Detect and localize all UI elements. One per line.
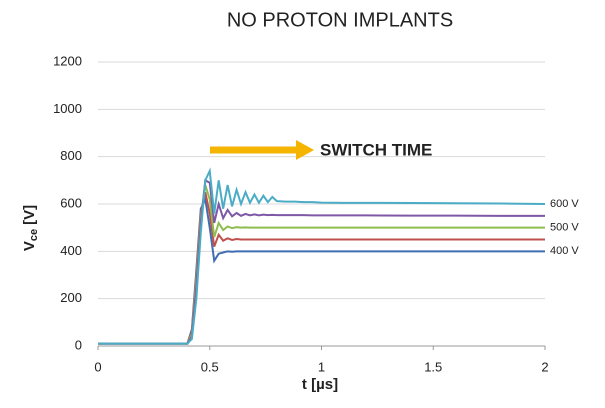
y-axis-label: Vce [V] xyxy=(21,205,40,251)
line-label: 400 V xyxy=(550,245,579,257)
x-tick-label: 1.5 xyxy=(424,359,442,374)
y-tick-label: 200 xyxy=(60,290,82,305)
chart-title: NO PROTON IMPLANTS xyxy=(227,9,453,31)
x-tick-label: 0 xyxy=(94,359,101,374)
y-label-sub: ce xyxy=(28,229,40,241)
y-tick-label: 800 xyxy=(60,148,82,163)
x-tick-label: 2 xyxy=(541,359,548,374)
series-line xyxy=(98,178,545,345)
series-line xyxy=(98,184,545,345)
arrow-head xyxy=(296,140,314,160)
y-tick-label: 400 xyxy=(60,243,82,258)
line-label: 500 V xyxy=(550,222,579,234)
y-tick-label: 1000 xyxy=(53,101,82,116)
y-label-main: V xyxy=(21,241,38,251)
series-line xyxy=(98,191,545,345)
line-label: 600 V xyxy=(550,198,579,210)
annotation: SWITCH TIME xyxy=(320,140,432,159)
y-label-unit: [V] xyxy=(21,205,38,225)
y-tick-label: 1200 xyxy=(53,53,82,68)
series-line xyxy=(98,195,545,345)
series-line xyxy=(98,167,546,345)
y-tick-label: 600 xyxy=(60,195,82,210)
x-tick-label: 0.5 xyxy=(201,359,219,374)
plot-area: 0 200 400 600 800 1000 1200 0 0.5 1 1.5 2 400 V 500 V… xyxy=(53,53,579,374)
x-axis-label: t [µs] xyxy=(302,376,338,393)
x-tick-label: 1 xyxy=(318,359,325,374)
y-tick-label: 0 xyxy=(75,337,82,352)
